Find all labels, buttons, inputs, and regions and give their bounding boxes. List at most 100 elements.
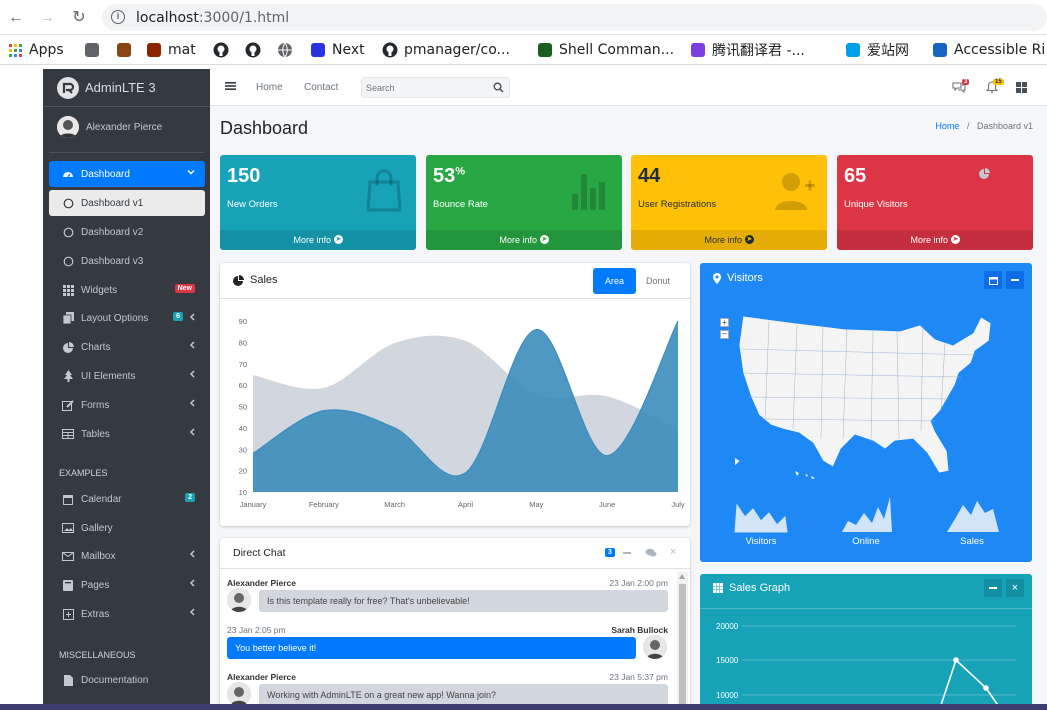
stat-value: 53% xyxy=(433,165,466,187)
tachometer-icon xyxy=(61,167,75,181)
circle-icon xyxy=(61,196,75,210)
direct-chat-card: Direct Chat 3 × Alexander Pierce 23 Jan 2… xyxy=(220,538,690,710)
sidebar-item-dashboard-v1[interactable]: Dashboard v1 xyxy=(49,190,205,216)
zoom-out-button[interactable]: – xyxy=(720,330,729,339)
sidebar-item-dashboard[interactable]: Dashboard xyxy=(49,161,205,187)
translate-icon xyxy=(690,42,706,58)
forward-arrow-icon[interactable]: → xyxy=(39,9,55,26)
search-icon[interactable] xyxy=(493,82,504,93)
info-icon[interactable]: i xyxy=(111,10,125,24)
collapse-button[interactable] xyxy=(984,579,1002,597)
globe-icon xyxy=(277,42,293,58)
back-arrow-icon[interactable]: ← xyxy=(8,9,24,26)
sales-graph-line xyxy=(742,625,1016,710)
sidebar-item-mailbox[interactable]: Mailbox xyxy=(49,543,205,569)
hamburger-menu-icon[interactable] xyxy=(225,81,236,91)
bookmark-item[interactable] xyxy=(245,41,267,59)
minimize-icon[interactable] xyxy=(623,552,631,554)
sidebar-item-layout-options[interactable]: Layout Options 6 xyxy=(49,305,205,331)
avatar xyxy=(643,635,667,659)
file-icon xyxy=(61,673,75,687)
sidebar-item-charts[interactable]: Charts xyxy=(49,334,205,360)
bookmark-item[interactable] xyxy=(84,41,106,59)
usa-map[interactable] xyxy=(735,311,997,479)
sidebar-item-dashboard-v2[interactable]: Dashboard v2 xyxy=(49,219,205,245)
x-tick-label: February xyxy=(309,500,339,509)
chevron-down-icon xyxy=(187,168,195,176)
address-bar[interactable]: i localhost:3000/1.html xyxy=(102,4,1047,31)
sidebar-item-ui-elements[interactable]: UI Elements xyxy=(49,363,205,389)
sidebar-item-calendar[interactable]: Calendar 2 xyxy=(49,486,205,512)
nav-link-home[interactable]: Home xyxy=(256,82,283,93)
more-info-link[interactable]: More info ➤ xyxy=(220,230,416,250)
reload-icon[interactable]: ↻ xyxy=(72,9,86,26)
visitors-title: Visitors xyxy=(727,272,763,284)
more-info-link[interactable]: More info ➤ xyxy=(837,230,1033,250)
github-icon xyxy=(382,42,398,58)
comments-icon[interactable] xyxy=(645,548,657,558)
y-tick-label: 50 xyxy=(239,403,247,412)
sidebar-item-extras[interactable]: Extras xyxy=(49,601,205,627)
tab-area[interactable]: Area xyxy=(593,268,637,294)
sales-title: Sales xyxy=(250,274,278,286)
small-box-user-registrations: 44 User Registrations More info ➤ xyxy=(631,155,827,250)
chat-timestamp: 23 Jan 5:37 pm xyxy=(609,672,668,682)
calendar-button[interactable] xyxy=(984,271,1002,289)
sidebar-item-documentation[interactable]: Documentation xyxy=(49,667,205,693)
y-tick-label: 70 xyxy=(239,360,247,369)
circle-icon xyxy=(61,225,75,239)
shopping-bag-icon xyxy=(362,168,406,212)
sidebar-item-gallery[interactable]: Gallery xyxy=(49,515,205,541)
remove-button[interactable]: × xyxy=(1006,579,1024,597)
sidebar-item-widgets[interactable]: Widgets New xyxy=(49,277,205,303)
more-info-link[interactable]: More info ➤ xyxy=(426,230,622,250)
sidebar-item-label: Mailbox xyxy=(81,550,116,562)
y-tick-label: 10 xyxy=(239,488,247,497)
bookmark-item[interactable]: 腾讯翻译君 -... xyxy=(690,41,805,59)
bookmark-item[interactable] xyxy=(213,41,235,59)
chevron-left-icon xyxy=(189,370,195,378)
bookmark-label: Next xyxy=(332,42,365,58)
y-tick-15000: 15000 xyxy=(716,656,739,665)
collapse-button[interactable] xyxy=(1006,271,1024,289)
direct-chat-title: Direct Chat xyxy=(233,547,286,559)
bookmark-item[interactable]: 爱站网 xyxy=(845,41,909,59)
nav-link-contact[interactable]: Contact xyxy=(304,82,339,93)
top-navbar: Home Contact 3 15 xyxy=(210,69,1047,106)
y-tick-label: 90 xyxy=(239,317,247,326)
bookmark-item[interactable]: mat xyxy=(146,41,196,59)
user-panel[interactable]: Alexander Pierce xyxy=(49,115,204,153)
chat-scrollbar[interactable] xyxy=(677,572,688,710)
chat-bubble: You better believe it! xyxy=(227,637,636,659)
breadcrumb-home[interactable]: Home xyxy=(935,121,960,131)
stat-value: 65 xyxy=(844,165,867,187)
sidebar-item-pages[interactable]: Pages xyxy=(49,572,205,598)
book-icon xyxy=(116,42,132,58)
sidebar-item-tables[interactable]: Tables xyxy=(49,421,205,447)
messages-icon[interactable] xyxy=(952,81,966,93)
sidebar-badge: New xyxy=(174,284,195,293)
bookmark-item[interactable]: Next xyxy=(310,41,365,59)
more-info-link[interactable]: More info ➤ xyxy=(631,230,827,250)
bookmark-item[interactable]: pmanager/co... xyxy=(382,41,510,59)
th-large-icon[interactable] xyxy=(1016,82,1027,93)
w3-icon xyxy=(932,42,948,58)
bookmark-item[interactable]: Shell Comman... xyxy=(537,41,674,59)
sales-label: Sales xyxy=(960,536,984,547)
brand-link[interactable]: AdminLTE 3 xyxy=(43,69,210,107)
calendar-icon xyxy=(61,492,75,506)
browser-toolbar: ← → ↻ i localhost:3000/1.html xyxy=(0,0,1047,35)
bookmark-item[interactable]: Apps xyxy=(7,41,64,59)
close-icon[interactable]: × xyxy=(670,546,677,558)
bookmark-item[interactable] xyxy=(277,41,299,59)
chat-badge: 3 xyxy=(605,548,615,557)
search-input[interactable] xyxy=(362,78,487,97)
sidebar-item-forms[interactable]: Forms xyxy=(49,392,205,418)
sidebar-item-dashboard-v3[interactable]: Dashboard v3 xyxy=(49,248,205,274)
close-icon: × xyxy=(1011,582,1019,594)
bookmark-item[interactable] xyxy=(116,41,138,59)
sidebar-item-label: Dashboard v2 xyxy=(81,226,144,238)
tab-donut[interactable]: Donut xyxy=(646,276,671,286)
bookmark-item[interactable]: Accessible Ri xyxy=(932,41,1045,59)
zoom-in-button[interactable]: + xyxy=(720,318,729,327)
